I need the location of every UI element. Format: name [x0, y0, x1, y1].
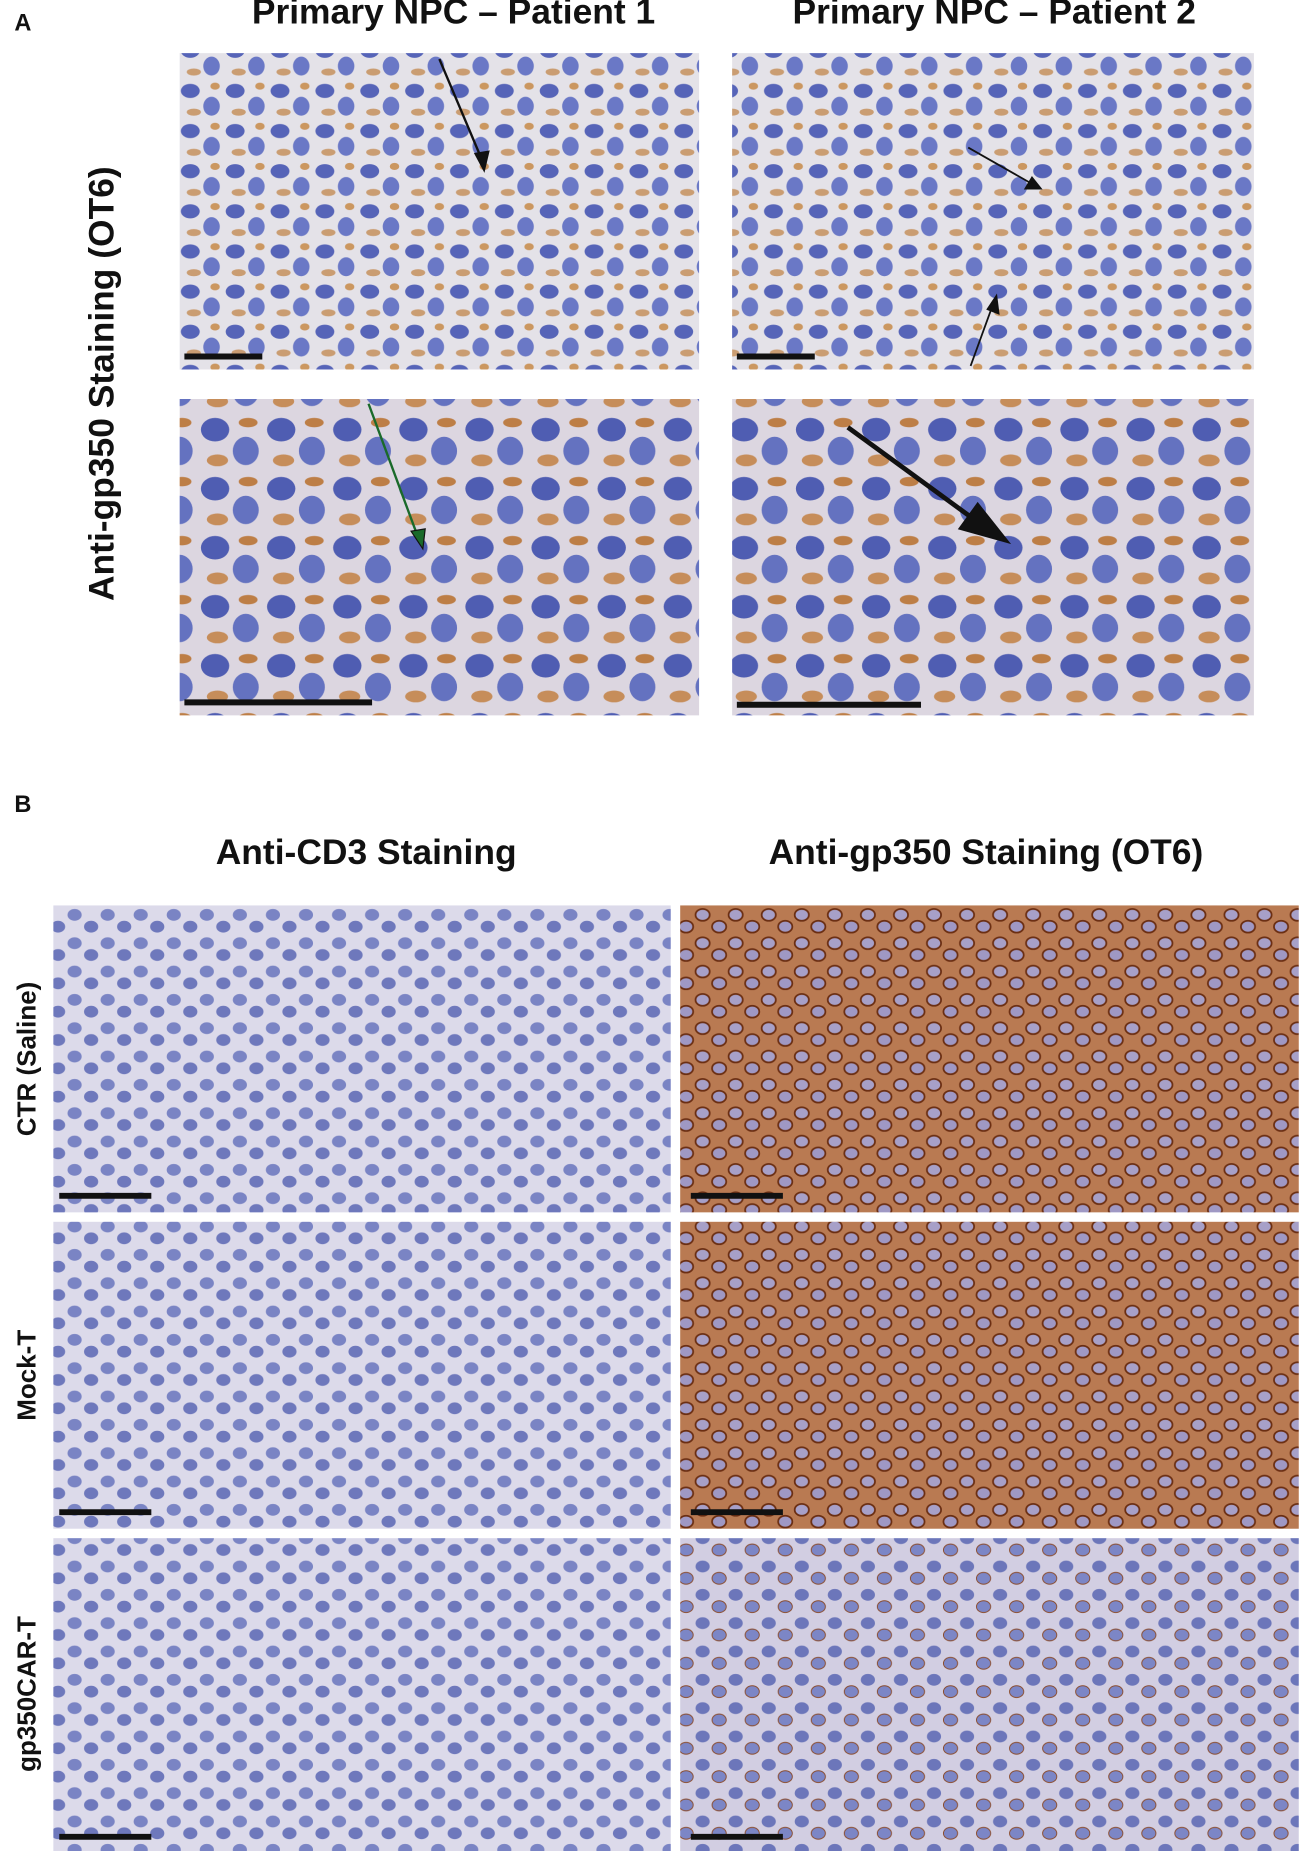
- column-title: Primary NPC – Patient 2: [792, 0, 1195, 32]
- row-label: Mock-T: [12, 1330, 42, 1421]
- column-title: Anti-gp350 Staining (OT6): [769, 832, 1204, 872]
- micrograph: [53, 905, 671, 1213]
- micrograph: [732, 399, 1254, 716]
- row-label: CTR (Saline): [12, 982, 42, 1136]
- micrograph: [53, 1221, 671, 1529]
- column-title: Primary NPC – Patient 1: [252, 0, 655, 32]
- row-label: gp350CAR-T: [12, 1616, 42, 1772]
- micrograph: [732, 53, 1254, 370]
- micrograph: [53, 1538, 671, 1851]
- micrograph: [680, 1221, 1299, 1529]
- micrograph: [179, 53, 700, 370]
- column-title: Anti-CD3 Staining: [216, 832, 517, 872]
- micrograph: [179, 399, 700, 716]
- panel-label: B: [14, 792, 31, 818]
- arrows: [367, 58, 1043, 551]
- micrograph: [680, 905, 1299, 1213]
- scale-bars: [184, 353, 922, 708]
- row-label: Anti-gp350 Staining (OT6): [82, 166, 122, 601]
- scale-bars: [59, 1192, 783, 1840]
- micrograph: [680, 1538, 1299, 1851]
- panel-label: A: [14, 11, 31, 37]
